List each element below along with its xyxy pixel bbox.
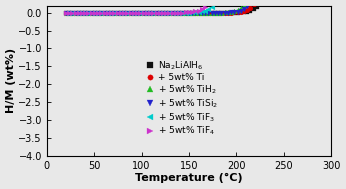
+ 5wt% TiSi$_2$ (219, 12, 224, 14)
Na$_2$LiAlH$_6$ (239, 11, 243, 14)
+ 5wt% TiSi$_2$ (229, 11, 233, 14)
+ 5wt% TiH$_2$ (64, 12, 68, 14)
Line: + 5wt% TiF$_4$: + 5wt% TiF$_4$ (63, 0, 324, 15)
+ 5wt% TiSi$_2$ (216, 12, 220, 14)
+ 5wt% Ti (177, 12, 181, 14)
+ 5wt% Ti (216, 12, 220, 14)
+ 5wt% Ti (219, 12, 224, 14)
Y-axis label: H/M (wt%): H/M (wt%) (6, 48, 16, 113)
+ 5wt% TiSi$_2$ (177, 12, 181, 14)
+ 5wt% TiSi$_2$ (64, 12, 68, 14)
+ 5wt% TiH$_2$ (216, 12, 220, 14)
Line: + 5wt% TiSi$_2$: + 5wt% TiSi$_2$ (63, 0, 324, 15)
Line: + 5wt% Ti: + 5wt% Ti (63, 0, 324, 15)
Na$_2$LiAlH$_6$ (229, 12, 233, 14)
Line: + 5wt% TiF$_3$: + 5wt% TiF$_3$ (63, 0, 324, 15)
+ 5wt% TiF$_3$ (177, 12, 181, 14)
Line: Na$_2$LiAlH$_6$: Na$_2$LiAlH$_6$ (63, 0, 324, 15)
+ 5wt% TiF$_3$ (64, 12, 68, 14)
X-axis label: Temperature (°C): Temperature (°C) (135, 173, 243, 184)
+ 5wt% Ti (229, 12, 233, 14)
+ 5wt% TiF$_4$ (177, 12, 181, 14)
+ 5wt% TiF$_4$ (64, 12, 68, 14)
+ 5wt% Ti (64, 12, 68, 14)
Legend: Na$_2$LiAlH$_6$, + 5wt% Ti, + 5wt% TiH$_2$, + 5wt% TiSi$_2$, + 5wt% TiF$_3$, + 5: Na$_2$LiAlH$_6$, + 5wt% Ti, + 5wt% TiH$_… (142, 57, 220, 139)
+ 5wt% TiH$_2$ (229, 11, 233, 13)
+ 5wt% TiH$_2$ (219, 12, 224, 14)
+ 5wt% TiH$_2$ (239, 7, 243, 9)
+ 5wt% Ti (239, 11, 243, 13)
Na$_2$LiAlH$_6$ (64, 12, 68, 14)
Na$_2$LiAlH$_6$ (177, 12, 181, 14)
+ 5wt% TiSi$_2$ (239, 10, 243, 12)
Na$_2$LiAlH$_6$ (219, 12, 224, 14)
Line: + 5wt% TiH$_2$: + 5wt% TiH$_2$ (63, 0, 324, 15)
Na$_2$LiAlH$_6$ (216, 12, 220, 14)
+ 5wt% TiH$_2$ (177, 12, 181, 14)
